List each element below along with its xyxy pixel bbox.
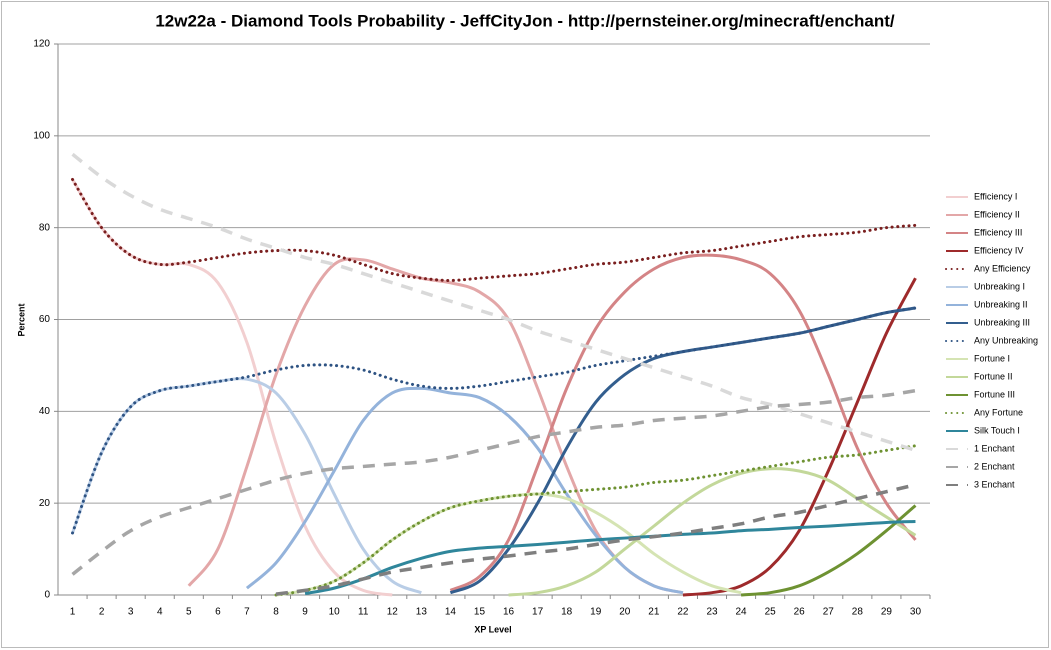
legend-label: Fortune III <box>974 389 1015 399</box>
x-tick-label: 30 <box>910 607 922 618</box>
legend-label: Any Efficiency <box>974 263 1031 273</box>
series-line <box>508 467 917 597</box>
series-line <box>71 177 917 282</box>
series-line <box>71 377 422 595</box>
y-tick-label: 20 <box>39 498 51 509</box>
x-tick-label: 4 <box>157 607 163 618</box>
x-tick-label: 10 <box>329 607 341 618</box>
series-line <box>275 483 916 596</box>
x-tick-label: 3 <box>128 607 134 618</box>
y-axis-title: Percent <box>16 303 26 336</box>
x-tick-label: 8 <box>273 607 279 618</box>
legend-label: Unbreaking III <box>974 317 1030 327</box>
chart-title: 12w22a - Diamond Tools Probability - Jef… <box>155 11 895 30</box>
x-tick-label: 22 <box>677 607 689 618</box>
series-line <box>449 253 917 592</box>
legend-label: Any Unbreaking <box>974 335 1038 345</box>
series-line <box>245 386 684 595</box>
legend-label: 2 Enchant <box>974 461 1015 471</box>
x-tick-label: 29 <box>881 607 893 618</box>
x-tick-label: 23 <box>706 607 718 618</box>
x-tick-label: 7 <box>244 607 250 618</box>
x-tick-label: 18 <box>561 607 573 618</box>
x-tick-label: 2 <box>99 607 105 618</box>
series-line <box>187 257 684 595</box>
x-tick-label: 26 <box>794 607 806 618</box>
legend-label: Any Fortune <box>974 407 1023 417</box>
y-tick-label: 100 <box>33 130 50 141</box>
x-tick-label: 17 <box>532 607 544 618</box>
legend-label: Unbreaking I <box>974 281 1025 291</box>
series-line <box>304 520 916 596</box>
y-tick-label: 80 <box>39 222 51 233</box>
x-tick-label: 5 <box>186 607 192 618</box>
legend-label: 1 Enchant <box>974 443 1015 453</box>
x-axis-title: XP Level <box>474 624 511 634</box>
x-tick-label: 20 <box>619 607 631 618</box>
legend-label: 3 Enchant <box>974 479 1015 489</box>
legend-label: Efficiency I <box>974 191 1017 201</box>
x-tick-label: 15 <box>474 607 486 618</box>
x-tick-label: 1 <box>70 607 76 618</box>
x-tick-label: 11 <box>358 607 369 618</box>
x-tick-label: 19 <box>590 607 602 618</box>
legend-label: Unbreaking II <box>974 299 1028 309</box>
x-tick-label: 21 <box>648 607 660 618</box>
series-line <box>274 444 917 597</box>
x-tick-label: 13 <box>416 607 428 618</box>
series-line <box>71 306 917 535</box>
legend-label: Efficiency IV <box>974 245 1023 255</box>
legend-label: Fortune II <box>974 371 1013 381</box>
series-line <box>71 388 916 576</box>
legend-label: Silk Touch I <box>974 425 1020 435</box>
legend-label: Efficiency III <box>974 227 1022 237</box>
y-tick-label: 0 <box>44 590 50 601</box>
x-tick-label: 25 <box>765 607 777 618</box>
series-line <box>740 504 917 597</box>
x-tick-label: 28 <box>852 607 864 618</box>
legend-label: Fortune I <box>974 353 1010 363</box>
x-tick-label: 12 <box>387 607 399 618</box>
x-tick-label: 24 <box>736 607 748 618</box>
x-tick-label: 6 <box>215 607 221 618</box>
x-tick-label: 14 <box>445 607 457 618</box>
legend-label: Efficiency II <box>974 209 1020 219</box>
y-tick-label: 40 <box>39 406 51 417</box>
x-tick-label: 16 <box>503 607 515 618</box>
y-tick-label: 60 <box>39 314 51 325</box>
x-tick-label: 27 <box>823 607 835 618</box>
x-tick-label: 9 <box>302 607 308 618</box>
y-tick-label: 120 <box>33 39 50 50</box>
